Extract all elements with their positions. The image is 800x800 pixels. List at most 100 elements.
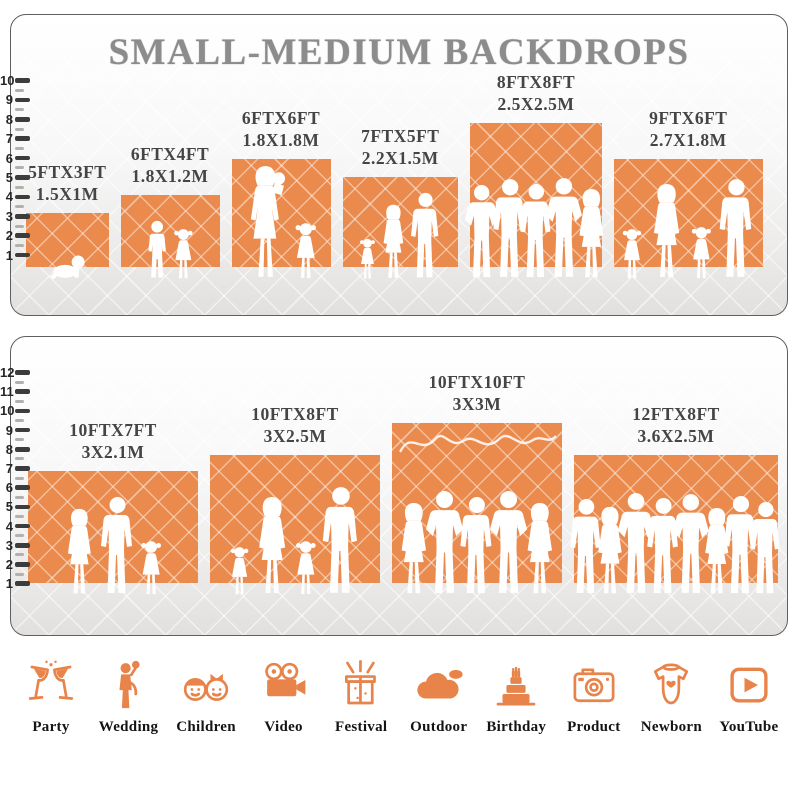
- silhouette-group: [397, 490, 557, 596]
- ruler-mark: 9: [0, 92, 30, 108]
- ruler-minor-tick: [15, 166, 24, 170]
- ruler-tick: [15, 233, 30, 238]
- backdrop-5ftx3ft: 5FTX3FT 1.5X1M: [26, 161, 109, 280]
- category-label: Party: [32, 719, 70, 735]
- newborn-icon: [644, 658, 698, 712]
- silhouette-man: [570, 498, 601, 594]
- ruler-number: 12: [0, 365, 15, 380]
- silhouette-baby: [50, 255, 85, 280]
- silhouette-man2: [545, 178, 582, 277]
- ruler-tick: [15, 78, 30, 83]
- ruler-minor-tick: [15, 224, 24, 228]
- ruler-mark: 7: [0, 461, 30, 477]
- ruler-tick: [15, 485, 30, 490]
- silhouette-girl: [623, 229, 642, 279]
- silhouette-man2: [617, 493, 654, 593]
- silhouette-woman: [383, 204, 404, 278]
- backdrop-size-label: 6FTX6FT 1.8X1.8M: [242, 107, 320, 153]
- category-row: Party Wedding Children Video Festival Outdoor…: [16, 658, 784, 736]
- silhouette-group: [464, 177, 608, 280]
- ruler-minor-tick: [15, 572, 24, 576]
- ruler-minor-tick: [15, 185, 24, 189]
- ruler-mark: 10: [0, 73, 30, 89]
- size-ft-text: 10FTX7FT: [69, 419, 157, 440]
- backdrop-row-top: 5FTX3FT 1.5X1M 6FTX4FT 1.8X1.2M 6FTX6FT 1.8X1…: [26, 71, 763, 280]
- ruler-tick: [15, 214, 30, 219]
- silhouette-woman: [258, 497, 285, 593]
- category-newborn: Newborn: [636, 658, 706, 736]
- ruler-tick: [15, 581, 30, 586]
- outdoor-icon: [412, 658, 466, 712]
- backdrop-size-label: 6FTX4FT 1.8X1.2M: [131, 143, 209, 189]
- backdrop-7ftx5ft: 7FTX5FT 2.2X1.5M: [342, 125, 458, 279]
- silhouette-man2: [490, 491, 528, 593]
- category-label: Outdoor: [410, 719, 468, 735]
- ruler-number: 8: [5, 441, 13, 457]
- silhouette-woman-baby: [250, 166, 286, 277]
- product-icon: [567, 658, 621, 712]
- category-label: YouTube: [719, 719, 779, 735]
- ruler-minor-tick: [15, 127, 24, 131]
- ruler-minor-tick: [15, 495, 24, 499]
- silhouette-group: [245, 164, 318, 280]
- category-label: Birthday: [486, 719, 547, 735]
- ruler-minor-tick: [15, 205, 24, 209]
- category-label: Wedding: [98, 719, 159, 735]
- ruler-tick: [15, 408, 30, 414]
- ruler-minor-tick: [15, 399, 24, 403]
- category-children: Children: [171, 658, 241, 736]
- category-label: Video: [264, 719, 303, 735]
- silhouette-woman: [401, 502, 427, 594]
- silhouette-man: [322, 487, 357, 593]
- silhouette-group: [359, 192, 442, 280]
- category-wedding: Wedding: [94, 658, 164, 736]
- ruler-mark: 10: [0, 403, 30, 419]
- silhouette-man2: [672, 494, 709, 593]
- silhouette-group: [229, 486, 361, 596]
- ruler-mark: 6: [0, 150, 30, 166]
- ruler-number: 10: [0, 403, 15, 419]
- silhouette-man: [719, 179, 752, 277]
- ruler-minor-tick: [15, 146, 24, 150]
- backdrop-canvas: [26, 213, 109, 280]
- size-m-text: 1.5X1M: [35, 184, 99, 205]
- size-m-text: 2.2X1.5M: [361, 148, 439, 169]
- ruler-minor-tick: [15, 243, 24, 247]
- ruler-minor-tick: [15, 515, 24, 518]
- backdrop-size-label: 10FTX10FT 3X3M: [429, 371, 526, 417]
- category-video: Video: [249, 658, 319, 736]
- size-m-text: 3X2.5M: [263, 426, 327, 447]
- ruler-tick: [15, 175, 30, 180]
- backdrop-size-label: 10FTX7FT 3X2.1M: [69, 419, 157, 465]
- silhouette-girl: [691, 227, 711, 279]
- size-m-text: 1.8X1.8M: [242, 130, 320, 151]
- size-ft-text: 12FTX8FT: [632, 403, 720, 424]
- silhouette-man: [647, 498, 679, 593]
- ruler-tick: [15, 447, 30, 452]
- silhouette-girl: [295, 223, 316, 278]
- silhouette-woman: [67, 508, 91, 594]
- backdrop-canvas: [614, 159, 763, 279]
- ruler-number: 4: [5, 518, 13, 534]
- ruler-number: 4: [5, 189, 13, 205]
- party-icon: [24, 658, 78, 712]
- backdrop-canvas: [570, 455, 780, 594]
- ruler-tick: [15, 155, 30, 161]
- backdrop-10ftx8ft: 10FTX8FT 3X2.5M: [210, 403, 380, 595]
- ruler-minor-tick: [15, 438, 24, 442]
- ruler-number: 3: [5, 208, 13, 224]
- backdrop-canvas: [120, 195, 220, 279]
- backdrop-canvas: [464, 123, 604, 278]
- size-ft-text: 7FTX5FT: [361, 125, 440, 146]
- ruler-number: 8: [5, 111, 13, 127]
- size-ft-text: 9FTX6FT: [649, 107, 728, 128]
- ruler-tick: [15, 504, 30, 510]
- ruler-mark: 8: [0, 111, 30, 127]
- ruler-mark: 11: [0, 384, 30, 400]
- size-ft-text: 10FTX8FT: [251, 403, 339, 424]
- silhouette-woman: [598, 506, 622, 594]
- ruler-tick: [15, 562, 30, 567]
- backdrop-size-label: 7FTX5FT 2.2X1.5M: [361, 125, 439, 171]
- backdrop-size-label: 10FTX8FT 3X2.5M: [251, 403, 339, 449]
- ruler-tick: [15, 194, 30, 200]
